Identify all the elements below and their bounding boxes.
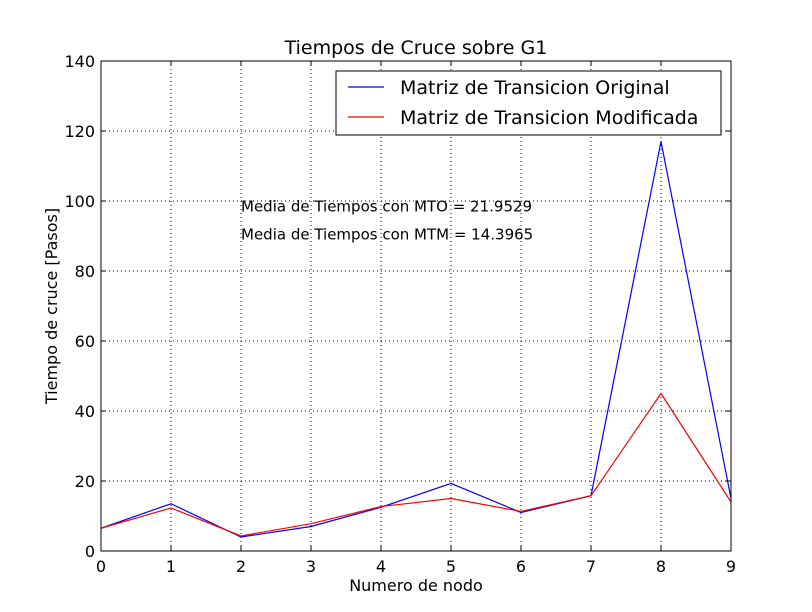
x-tick-label: 9	[726, 557, 736, 576]
legend-label: Matriz de Transicion Modificada	[400, 107, 698, 129]
x-tick-label: 3	[306, 557, 316, 576]
series-line-2	[100, 392, 732, 537]
annotations: Media de Tiempos con MTO = 21.9529 Media …	[241, 198, 533, 244]
x-tick-label: 5	[446, 557, 456, 576]
y-tick-label: 60	[75, 332, 95, 351]
y-tick-label: 100	[64, 192, 95, 211]
x-tick-label: 7	[586, 557, 596, 576]
y-axis-label: Tiempo de cruce [Pasos]	[42, 208, 61, 405]
x-tick-label: 1	[166, 557, 176, 576]
legend-label: Matriz de Transicion Original	[400, 77, 670, 99]
y-tick-label: 40	[75, 402, 95, 421]
chart-title: Tiempos de Cruce sobre G1	[284, 37, 548, 59]
y-tick-label: 20	[75, 472, 95, 491]
legend-box	[335, 70, 722, 136]
y-tick-label: 140	[64, 52, 95, 71]
y-tick-label: 120	[64, 122, 95, 141]
series-layer	[100, 141, 732, 538]
series-line-1	[100, 141, 732, 538]
legend: Matriz de Transicion Original Matriz de T…	[335, 70, 722, 136]
y-tick-label: 0	[85, 542, 95, 561]
x-axis-label: Numero de nodo	[349, 576, 483, 595]
ticks: 0 1 2 3 4 5 6 7 8 9 0 20 40 60 80 100 120 140	[64, 52, 736, 576]
x-tick-label: 6	[516, 557, 526, 576]
y-tick-label: 80	[75, 262, 95, 281]
x-tick-label: 4	[376, 557, 386, 576]
x-tick-label: 0	[96, 557, 106, 576]
annotation-text: Media de Tiempos con MTM = 14.3965	[241, 226, 533, 244]
plot-frame	[100, 60, 732, 552]
x-tick-label: 8	[656, 557, 666, 576]
x-tick-label: 2	[236, 557, 246, 576]
annotation-text: Media de Tiempos con MTO = 21.9529	[241, 198, 532, 216]
